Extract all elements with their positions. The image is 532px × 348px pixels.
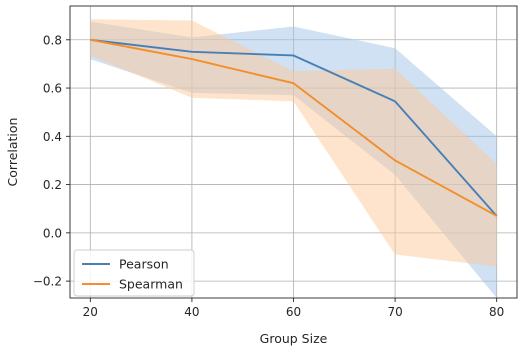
x-tick-label: 40 xyxy=(184,305,199,319)
y-tick-label: −0.2 xyxy=(33,275,62,289)
confidence-bands xyxy=(90,19,497,299)
series-lines xyxy=(90,38,498,217)
legend: Pearson Spearman xyxy=(73,249,195,297)
spearman-line xyxy=(90,38,498,217)
x-tick-label: 80 xyxy=(489,305,504,319)
x-tick-label: 70 xyxy=(387,305,402,319)
x-axis-ticks: 20 40 60 70 80 xyxy=(83,298,504,319)
y-tick-label: 0.8 xyxy=(43,33,62,47)
y-tick-label: 0.0 xyxy=(43,226,62,240)
x-axis-label: Group Size xyxy=(260,331,328,346)
y-axis-label: Correlation xyxy=(5,118,20,187)
y-axis-ticks: −0.2 0.0 0.2 0.4 0.6 0.8 xyxy=(33,33,70,289)
legend-label-spearman: Spearman xyxy=(119,277,183,292)
y-tick-label: 0.2 xyxy=(43,178,62,192)
spearman-confidence-band xyxy=(90,19,497,267)
legend-label-pearson: Pearson xyxy=(119,257,169,272)
pearson-line xyxy=(90,38,498,217)
x-tick-label: 60 xyxy=(286,305,301,319)
y-tick-label: 0.4 xyxy=(43,130,62,144)
y-tick-label: 0.6 xyxy=(43,82,62,96)
x-tick-label: 20 xyxy=(83,305,98,319)
